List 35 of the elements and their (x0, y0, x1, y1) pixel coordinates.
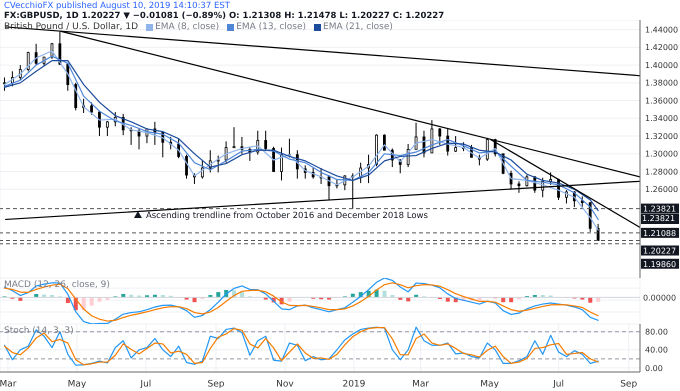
legend-label: EMA (21, close) (323, 22, 393, 32)
y-tick-label: 80.00 (645, 328, 668, 337)
ref-line-label: 1.19860 (643, 260, 676, 269)
x-tick-label: May (480, 379, 500, 390)
y-tick-label: 1.36000 (645, 96, 678, 106)
ref-line-label: 1.20227 (643, 246, 676, 256)
y-tick-label: 1.30000 (645, 150, 678, 159)
y-tick-label: 1.32000 (645, 132, 678, 141)
annotation: Ascending trendline from October 2016 and December 2018 Lows (146, 211, 428, 222)
y-tick-label: 40.00 (645, 346, 668, 355)
y-tick-label: 1.40000 (645, 60, 678, 70)
y-tick-label: 1.42000 (645, 43, 678, 52)
x-tick-label: May (68, 379, 87, 390)
y-tick-label: 0.00 (645, 364, 663, 373)
x-tick-label: Nov (276, 379, 294, 390)
ref-line-label: 0.00000 (643, 293, 676, 302)
legend-label: EMA (8, close) (155, 22, 220, 32)
x-tick-label: 2019 (342, 379, 366, 390)
y-tick-label: 1.28000 (645, 167, 678, 176)
x-tick-label: Sep (620, 379, 638, 390)
x-tick-label: Sep (207, 379, 225, 390)
x-tick-label: Mar (412, 379, 430, 390)
y-tick-label: 1.44000 (645, 25, 678, 34)
ref-line-label: 1.23821 (643, 204, 676, 214)
y-tick-label: 1.38000 (645, 78, 678, 88)
chart-title: CVecchioFX published August 10, 2019 14:10:37 EST (4, 1, 231, 11)
legend-label: EMA (13, close) (236, 22, 306, 32)
ref-line-label: 1.21088 (643, 228, 676, 238)
x-tick-label: Jul (139, 379, 152, 390)
y-tick-label: 1.34000 (645, 114, 678, 124)
x-tick-label: Mar (0, 379, 17, 390)
text: 1.23821 (641, 214, 679, 224)
y-tick-label: 1.26000 (645, 185, 678, 194)
x-tick-label: Jul (552, 379, 564, 390)
chart-subtitle: FX:GBPUSD, 1D 1.20227 ▼ −0.01081 (−0.89%) O: 1.21308 H: 1.21478 L: 1.20227 C: 1.20227 (4, 11, 446, 21)
